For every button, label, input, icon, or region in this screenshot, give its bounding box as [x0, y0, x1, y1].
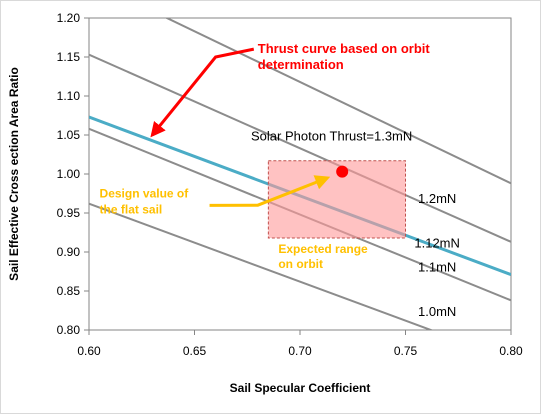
y-tick-label-8: 1.20: [57, 11, 81, 25]
x-tick-label-4: 0.80: [499, 344, 523, 358]
series-line-0: [89, 202, 434, 330]
series-line-4: [164, 18, 511, 185]
design-point-marker: [336, 165, 349, 178]
y-tick-label-4: 1.00: [57, 167, 81, 181]
series-label-3: 1.2mN: [418, 191, 456, 206]
series-label-1: 1.1mN: [418, 260, 456, 275]
annotation-thrust-curve-line: Thrust curve based on orbit: [258, 41, 431, 56]
plot-area: [88, 17, 512, 331]
expected-range-label-line: on orbit: [278, 257, 323, 271]
annotation-arrow-design-value: [209, 175, 331, 207]
series-label-4: Solar Photon Thrust=1.3mN: [251, 128, 412, 143]
series-label-0: 1.0mN: [418, 304, 456, 319]
expected-range-label: Expected range on orbit: [278, 242, 368, 271]
x-tick-label-1: 0.65: [183, 344, 207, 358]
x-tick-label-0: 0.60: [77, 344, 101, 358]
series-line-3: [89, 53, 511, 243]
annotation-thrust-curve: Thrust curve based on orbit determination: [258, 41, 431, 72]
y-tick-label-5: 1.05: [57, 128, 81, 142]
expected-range-label-line: Expected range: [278, 242, 368, 256]
y-tick-label-0: 0.80: [57, 323, 81, 337]
annotation-thrust-curve-line: determination: [258, 57, 344, 72]
y-tick-label-2: 0.90: [57, 245, 81, 259]
x-tick-label-2: 0.70: [288, 344, 312, 358]
annotation-arrow-thrust-curve: [150, 47, 255, 138]
x-tick-label-3: 0.75: [394, 344, 418, 358]
y-tick-label-1: 0.85: [57, 284, 81, 298]
annotation-design-value: Design value of the flat sail: [100, 186, 190, 216]
y-axis-label: Sail Effective Cross ection Area Ratio: [7, 67, 21, 281]
annotation-design-value-line: the flat sail: [100, 202, 163, 216]
y-tick-label-6: 1.10: [57, 89, 81, 103]
series-label-2: 1.12mN: [414, 235, 460, 250]
x-axis-label: Sail Specular Coefficient: [230, 381, 371, 395]
y-tick-label-3: 0.95: [57, 206, 81, 220]
annotation-design-value-line: Design value of: [100, 186, 190, 200]
y-tick-label-7: 1.15: [57, 50, 81, 64]
